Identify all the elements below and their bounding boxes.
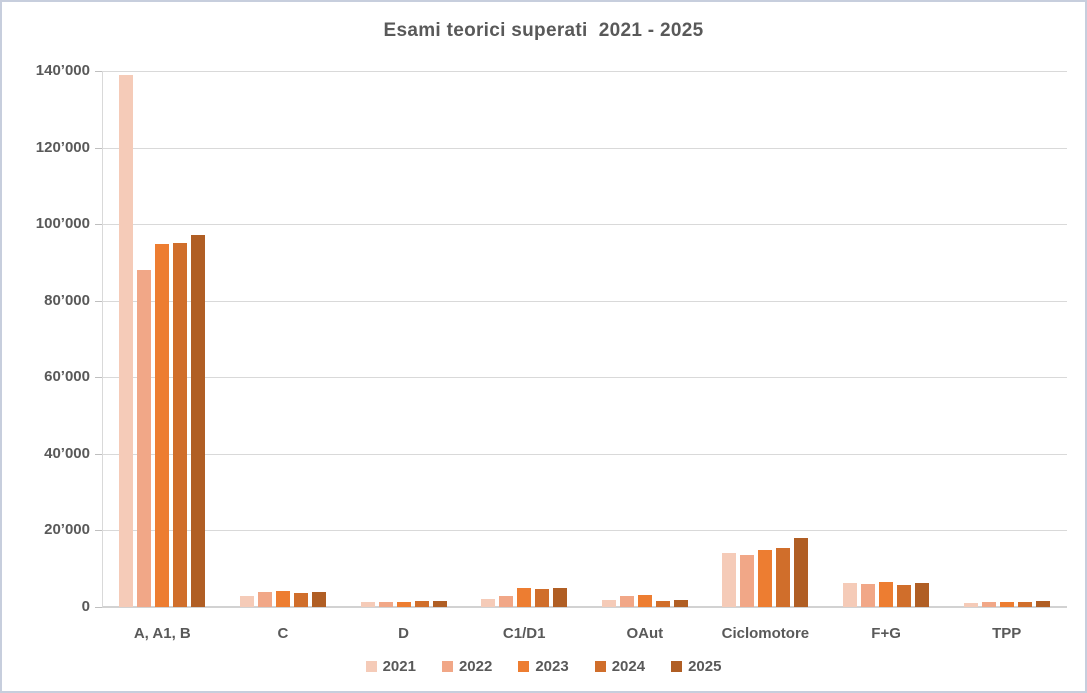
bar-c-2022	[257, 592, 272, 607]
y-axis-label: 120’000	[35, 139, 90, 156]
chart-title: Esami teorici superati 2021 - 2025	[383, 20, 704, 41]
legend-swatch-icon	[594, 661, 606, 672]
y-axis-tick	[95, 301, 102, 302]
bar-aa1b-2025	[191, 234, 206, 607]
legend-item-2025: 2025	[671, 658, 721, 675]
bar-c1d1-2023	[517, 588, 532, 607]
bar-aa1b-2023	[155, 244, 170, 607]
x-axis-label: D	[398, 625, 410, 642]
bar-fg-2022	[861, 584, 876, 607]
bar-d-2025	[432, 601, 447, 607]
gridline	[102, 530, 1067, 531]
gridline	[102, 224, 1067, 225]
x-axis-label: C	[277, 625, 289, 642]
y-axis-label: 20’000	[44, 521, 90, 538]
y-axis-tick	[95, 530, 102, 531]
bar-ciclomotore-2022	[740, 554, 755, 607]
gridline	[102, 71, 1067, 72]
y-axis-tick	[95, 377, 102, 378]
bar-c1d1-2022	[499, 595, 514, 607]
bar-ciclomotore-2024	[776, 548, 791, 607]
legend-label: 2024	[611, 658, 646, 675]
x-axis-label: C1/D1	[502, 625, 546, 642]
bar-tpp-2025	[1035, 600, 1050, 607]
y-axis-label: 140’000	[35, 62, 90, 79]
bar-c-2021	[239, 595, 254, 607]
bar-aa1b-2022	[137, 270, 152, 607]
bar-d-2023	[396, 601, 411, 607]
legend-label: 2025	[688, 658, 722, 675]
bar-c-2025	[311, 592, 326, 607]
bar-oaut-2024	[655, 600, 670, 607]
y-axis-label: 0	[81, 598, 90, 615]
legend-item-2023: 2023	[518, 658, 569, 675]
legend-item-2021: 2021	[365, 658, 416, 675]
bar-c-2023	[275, 591, 290, 607]
bar-aa1b-2021	[119, 74, 134, 607]
bar-fg-2021	[843, 582, 858, 607]
bar-aa1b-2024	[173, 242, 188, 607]
bar-ciclomotore-2021	[722, 553, 737, 607]
x-axis-label: F+G	[871, 625, 901, 642]
y-axis-line	[102, 71, 103, 607]
x-axis-label: A, A1, B	[133, 625, 191, 642]
bar-oaut-2021	[601, 600, 616, 607]
legend-label: 2021	[382, 658, 416, 675]
bar-d-2024	[414, 601, 429, 607]
bar-oaut-2025	[673, 599, 688, 607]
legend-swatch-icon	[518, 661, 530, 672]
bar-tpp-2022	[981, 602, 996, 607]
y-axis-label: 60’000	[44, 368, 90, 385]
bar-c1d1-2021	[481, 599, 496, 607]
legend-item-2022: 2022	[441, 658, 493, 675]
y-axis-tick	[95, 224, 102, 225]
bar-ciclomotore-2023	[758, 550, 773, 607]
bar-tpp-2023	[999, 601, 1014, 607]
y-axis-label: 100’000	[35, 215, 90, 232]
gridline	[102, 301, 1067, 302]
legend-swatch-icon	[441, 661, 453, 672]
y-axis-label: 40’000	[44, 445, 90, 462]
bar-oaut-2022	[619, 596, 634, 607]
y-axis-tick	[95, 148, 102, 149]
bar-fg-2024	[897, 584, 912, 607]
bar-tpp-2021	[963, 603, 978, 607]
bar-oaut-2023	[637, 594, 652, 607]
bar-d-2021	[360, 602, 375, 607]
bar-c-2024	[293, 592, 308, 607]
legend-swatch-icon	[365, 661, 377, 672]
gridline	[102, 377, 1067, 378]
bar-c1d1-2025	[553, 587, 568, 607]
x-axis-line	[102, 606, 1067, 608]
bar-d-2022	[378, 602, 393, 607]
gridline	[102, 454, 1067, 455]
x-axis-label: OAut	[626, 625, 664, 642]
legend-label: 2022	[458, 658, 493, 675]
gridline	[102, 148, 1067, 149]
legend: 2021 2022 2023 2024 2025	[2, 658, 1085, 675]
x-axis-label: TPP	[992, 625, 1022, 642]
bar-c1d1-2024	[535, 589, 550, 607]
y-axis-label: 80’000	[44, 292, 90, 309]
bar-ciclomotore-2025	[794, 538, 809, 607]
x-axis-label: Ciclomotore	[721, 625, 810, 642]
y-axis-tick	[95, 71, 102, 72]
bar-fg-2023	[879, 582, 894, 607]
legend-label: 2023	[535, 658, 569, 675]
legend-item-2024: 2024	[594, 658, 646, 675]
legend-swatch-icon	[671, 661, 683, 672]
y-axis-tick	[95, 607, 102, 608]
bar-fg-2025	[915, 583, 930, 607]
y-axis-tick	[95, 454, 102, 455]
bar-tpp-2024	[1017, 601, 1032, 607]
